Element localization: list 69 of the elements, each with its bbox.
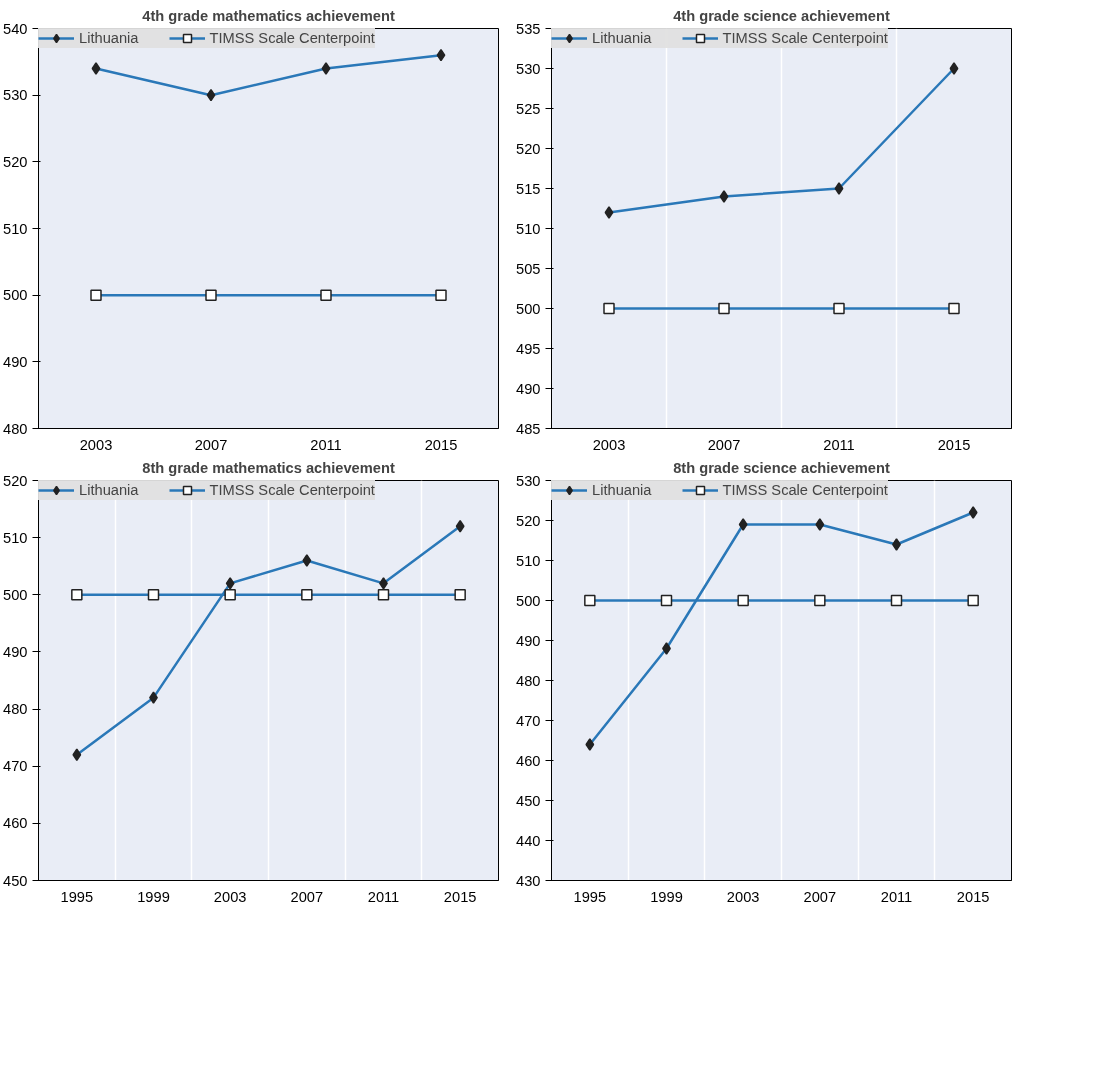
x-tick-label: 2007 (707, 436, 741, 453)
y-tick-label: 530 (516, 60, 541, 77)
y-tick-label: 520 (3, 472, 28, 489)
y-tick-label: 430 (516, 872, 541, 889)
y-tick-label: 520 (3, 153, 28, 170)
y-tick-label: 450 (3, 872, 28, 889)
y-tick-label: 510 (3, 220, 28, 237)
y-tick-label: 490 (516, 380, 541, 397)
y-tick-label: 470 (516, 712, 541, 729)
y-tick-label: 500 (516, 300, 541, 317)
y-tick-label: 500 (3, 287, 28, 304)
chart-title: 4th grade science achievement (673, 7, 890, 24)
x-tick-label: 1995 (573, 888, 607, 905)
y-tick-label: 460 (516, 752, 541, 769)
legend-label: Lithuania (592, 482, 652, 498)
x-tick-label: 1999 (137, 888, 170, 905)
x-tick-label: 2011 (310, 436, 342, 453)
y-tick-label: 480 (516, 672, 541, 689)
y-tick-label: 500 (3, 586, 28, 603)
y-tick-label: 460 (3, 815, 28, 832)
legend-label: Lithuania (79, 30, 139, 46)
chart-title: 4th grade mathematics achievement (142, 7, 395, 24)
x-tick-label: 2003 (592, 436, 626, 453)
y-tick-label: 495 (516, 340, 541, 357)
x-tick-label: 2011 (823, 436, 855, 453)
x-tick-label: 2003 (726, 888, 760, 905)
y-tick-label: 515 (516, 180, 541, 197)
x-tick-label: 2007 (290, 888, 324, 905)
legend-label: TIMSS Scale Centerpoint (209, 482, 375, 498)
x-tick-label: 2015 (443, 888, 477, 905)
y-tick-label: 520 (516, 512, 541, 529)
chart-title: 8th grade science achievement (673, 459, 890, 476)
y-tick-label: 525 (516, 100, 541, 117)
y-tick-label: 510 (516, 220, 541, 237)
y-tick-label: 490 (516, 632, 541, 649)
y-tick-label: 480 (3, 701, 28, 718)
y-tick-label: 485 (516, 420, 541, 437)
legend-label: TIMSS Scale Centerpoint (209, 30, 375, 46)
legend-label: TIMSS Scale Centerpoint (722, 30, 888, 46)
y-tick-label: 480 (3, 420, 28, 437)
y-tick-label: 535 (516, 20, 541, 37)
x-tick-label: 2011 (367, 888, 400, 905)
x-tick-label: 2015 (424, 436, 458, 453)
x-tick-label: 2011 (880, 888, 913, 905)
y-tick-label: 510 (516, 552, 541, 569)
x-tick-label: 1999 (650, 888, 683, 905)
y-tick-label: 540 (3, 20, 28, 37)
y-tick-label: 520 (516, 140, 541, 157)
x-tick-label: 2015 (956, 888, 990, 905)
chart-title: 8th grade mathematics achievement (142, 459, 395, 476)
x-tick-label: 2007 (803, 888, 837, 905)
x-tick-label: 1995 (60, 888, 94, 905)
y-tick-label: 490 (3, 353, 28, 370)
y-tick-label: 530 (3, 87, 28, 104)
y-tick-label: 470 (3, 758, 28, 775)
y-tick-label: 530 (516, 472, 541, 489)
y-tick-label: 450 (516, 792, 541, 809)
x-tick-label: 2007 (194, 436, 228, 453)
y-tick-label: 440 (516, 832, 541, 849)
x-tick-label: 2003 (79, 436, 113, 453)
legend-label: Lithuania (79, 482, 139, 498)
x-tick-label: 2015 (937, 436, 971, 453)
legend-label: Lithuania (592, 30, 652, 46)
x-tick-label: 2003 (213, 888, 247, 905)
legend-label: TIMSS Scale Centerpoint (722, 482, 888, 498)
y-tick-label: 510 (3, 529, 28, 546)
y-tick-label: 490 (3, 643, 28, 660)
y-tick-label: 505 (516, 260, 541, 277)
y-tick-label: 500 (516, 592, 541, 609)
